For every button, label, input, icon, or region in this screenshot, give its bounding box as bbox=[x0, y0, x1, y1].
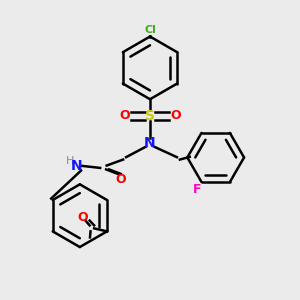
Text: H: H bbox=[66, 156, 74, 166]
Text: O: O bbox=[119, 109, 130, 122]
Text: S: S bbox=[145, 109, 155, 123]
Text: O: O bbox=[78, 211, 88, 224]
Text: F: F bbox=[193, 183, 201, 196]
Text: O: O bbox=[170, 109, 181, 122]
Text: O: O bbox=[116, 173, 126, 186]
Text: N: N bbox=[144, 136, 156, 149]
Text: Cl: Cl bbox=[144, 25, 156, 35]
Text: N: N bbox=[71, 159, 83, 173]
